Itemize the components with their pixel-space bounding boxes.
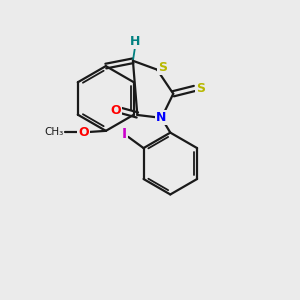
Text: S: S [158, 61, 167, 74]
Text: O: O [110, 104, 121, 117]
Text: I: I [122, 127, 127, 141]
Text: O: O [78, 126, 89, 139]
Text: H: H [130, 35, 140, 48]
Text: S: S [196, 82, 205, 95]
Text: N: N [156, 111, 167, 124]
Text: CH₃: CH₃ [44, 127, 63, 137]
